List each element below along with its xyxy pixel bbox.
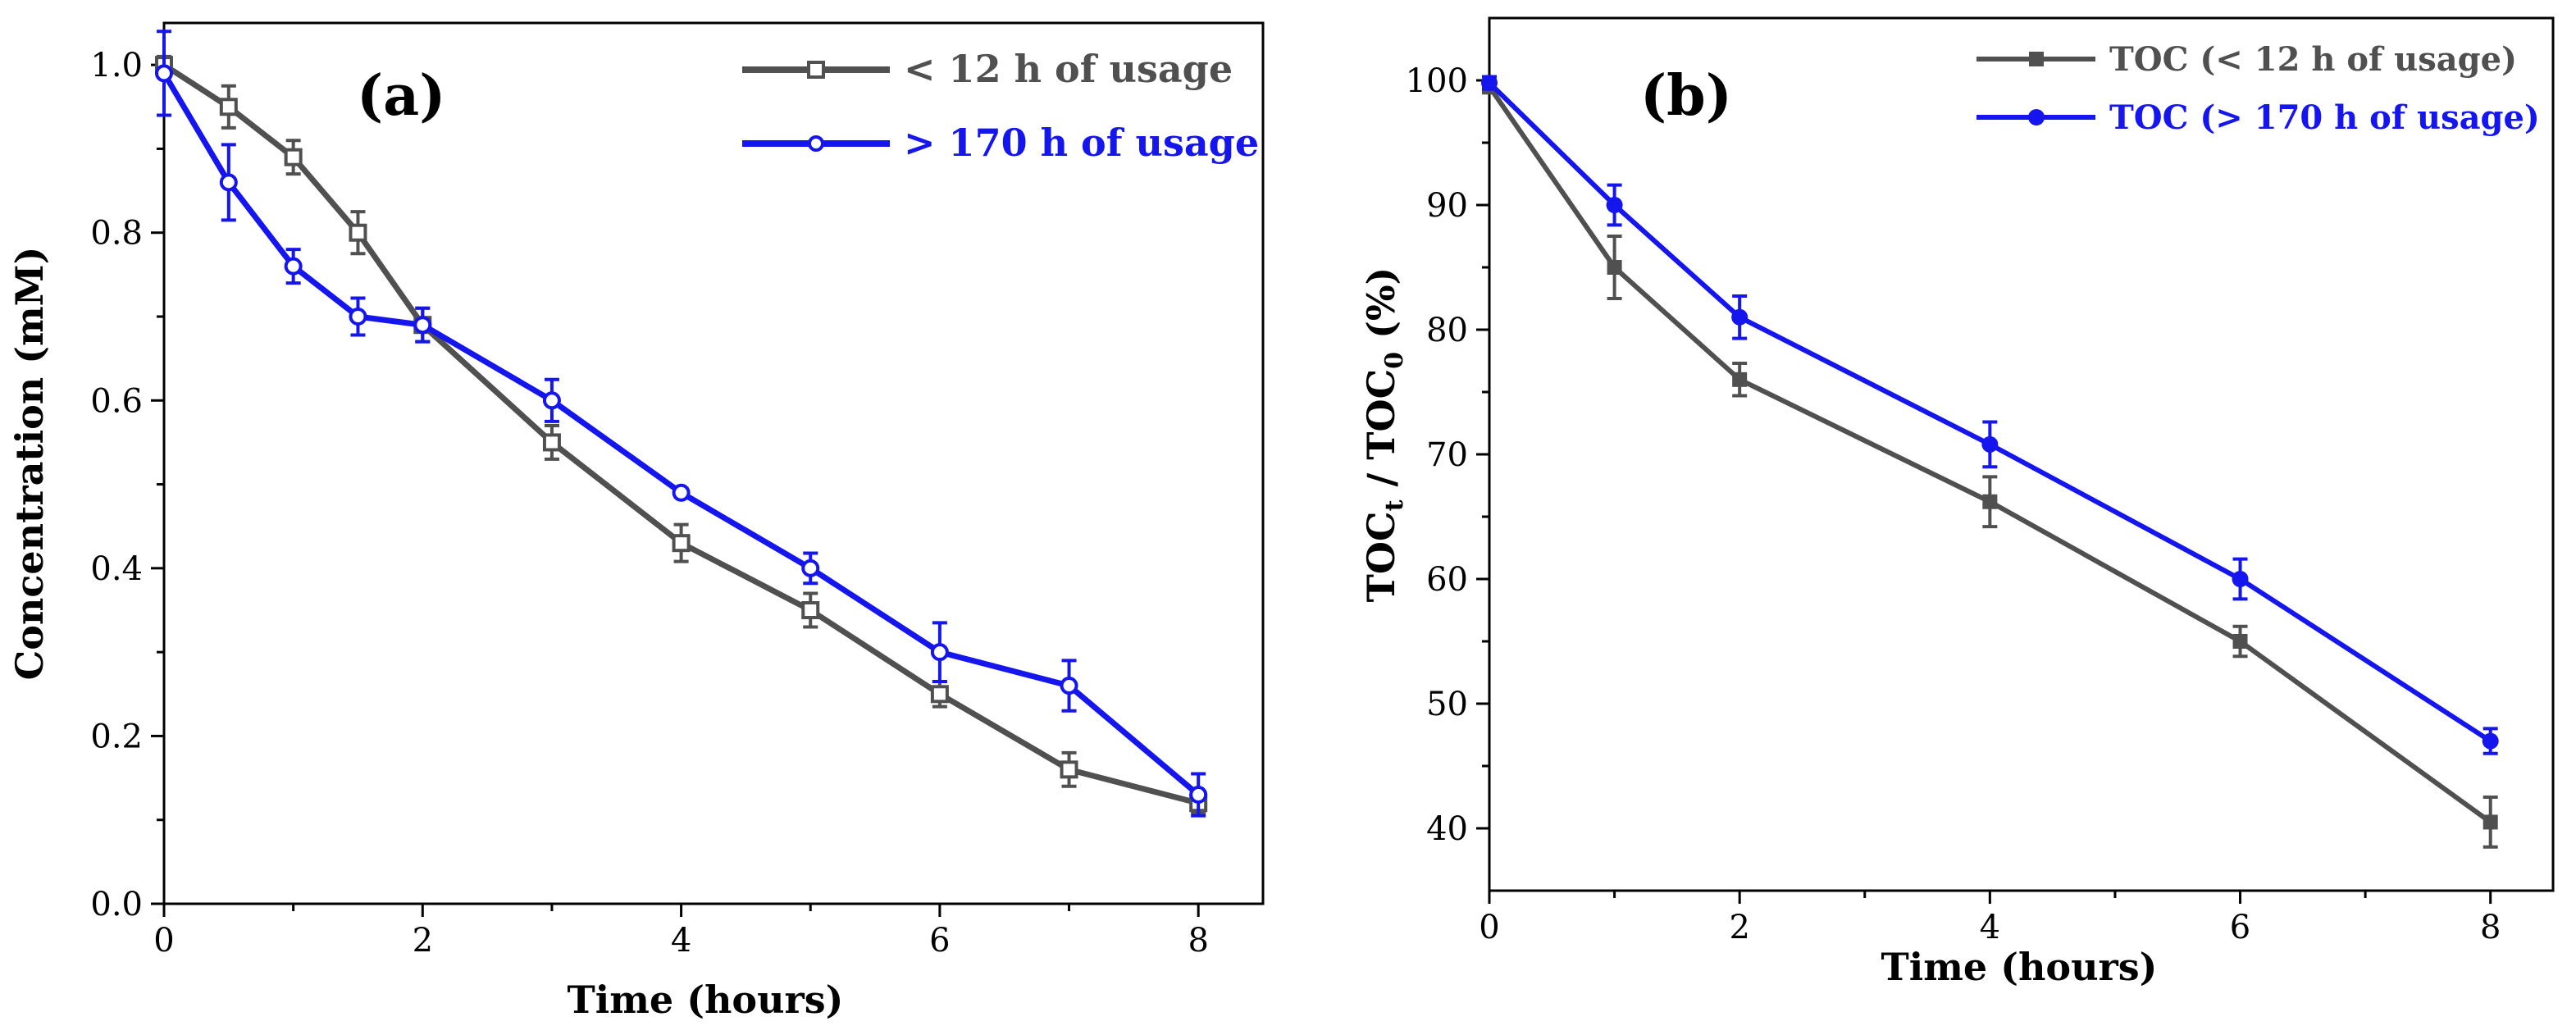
legend-marker-blue-b (2028, 109, 2045, 125)
legend-b: TOC (< 12 h of usage) TOC (> 170 h of us… (1976, 40, 2540, 137)
data-point-gray-b (1732, 372, 1748, 387)
x-axis-label-a: Time (hours) (568, 978, 844, 1022)
y-tick-label-b: 70 (1426, 436, 1468, 474)
data-point-gray-a (801, 601, 820, 619)
legend-label-gray-b: TOC (< 12 h of usage) (2109, 40, 2517, 79)
panel-label-a: (a) (357, 63, 445, 129)
data-point-gray-a (672, 534, 691, 553)
y-tick-label-b: 40 (1426, 810, 1468, 848)
y-tick-label-b: 80 (1426, 312, 1468, 349)
data-point-blue-a (413, 316, 432, 335)
y-axis-label-b: TOCt / TOC0 (%) (1359, 267, 1409, 603)
data-point-gray-a (930, 685, 949, 704)
y-tick-label-a: 0.2 (90, 718, 143, 755)
y-tick-label-a: 0.8 (90, 215, 143, 253)
data-point-blue-b (1731, 308, 1748, 326)
data-point-gray-b (2232, 634, 2248, 649)
data-point-blue-a (219, 173, 238, 192)
data-point-blue-b (1606, 197, 1623, 213)
series-group-b (1481, 75, 2499, 849)
y-tick-label-b: 100 (1406, 62, 1468, 100)
legend-marker-gray-b (2029, 52, 2044, 66)
y-axis-label-a: Concentration (mM) (7, 247, 52, 681)
data-point-gray-b (1607, 260, 1622, 275)
data-point-blue-b (1481, 75, 1498, 92)
data-point-blue-a (349, 308, 367, 326)
y-axis-label-b-sub2: 0 (1380, 352, 1409, 369)
y-axis-label-b-mid: / TOC (1359, 369, 1403, 500)
x-tick-label-b: 8 (2480, 909, 2501, 946)
y-tick-label-a: 1.0 (90, 47, 143, 84)
legend-label-blue-b: TOC (> 170 h of usage) (2109, 98, 2540, 137)
x-tick-label-b: 2 (1729, 909, 1749, 946)
y-tick-label-a: 0.6 (90, 382, 143, 420)
data-point-blue-a (672, 483, 691, 502)
data-point-blue-b (2232, 571, 2249, 587)
data-point-blue-a (801, 559, 820, 577)
y-tick-label-a: 0.4 (90, 550, 143, 588)
y-tick-label-b: 90 (1426, 187, 1468, 225)
x-tick-label-a: 8 (1188, 922, 1208, 960)
x-tick-label-a: 6 (929, 922, 950, 960)
series-group-a (155, 30, 1208, 818)
data-point-gray-a (349, 223, 367, 242)
series-line-blue-a (161, 71, 1201, 797)
chart-panel-a: 0 2 4 6 8 0.0 0.2 0.4 0.6 0.8 1.0 (a) Time (hours)… (7, 21, 1265, 1022)
data-point-blue-a (542, 391, 561, 410)
y-axis-label-b-main: TOC (1359, 511, 1403, 602)
legend-marker-blue-a (808, 135, 824, 152)
plot-frame-b (1488, 16, 2555, 892)
data-point-gray-a (542, 433, 561, 452)
data-point-blue-a (1060, 677, 1078, 695)
data-point-blue-a (1189, 786, 1208, 805)
y-tick-label-b: 50 (1426, 686, 1468, 723)
plot-frame-a (162, 21, 1265, 905)
y-axis-label-b-sub1: t (1380, 499, 1409, 511)
data-point-blue-b (2482, 732, 2499, 750)
axis-ticks-b: 0 2 4 6 8 40 50 60 70 80 90 100 (1406, 62, 2501, 946)
data-point-gray-a (1060, 760, 1078, 779)
data-point-gray-b (1982, 494, 1998, 509)
x-axis-label-b: Time (hours) (1881, 945, 2158, 989)
data-point-gray-a (284, 148, 303, 166)
axis-ticks-a: 0 2 4 6 8 0.0 0.2 0.4 0.6 0.8 1.0 (90, 47, 1209, 960)
chart-panel-b: 0 2 4 6 8 40 50 60 70 80 90 100 (b) Time (hours) TO… (1359, 16, 2555, 989)
series-line-gray-a (162, 62, 1200, 806)
data-point-blue-a (284, 257, 303, 276)
x-tick-label-b: 0 (1479, 909, 1499, 946)
legend-label-gray-a: < 12 h of usage (904, 47, 1233, 91)
y-tick-label-b: 60 (1426, 561, 1468, 599)
x-tick-label-a: 2 (413, 922, 433, 960)
series-line-blue-b (1487, 80, 2492, 744)
x-tick-label-b: 4 (1980, 909, 2000, 946)
legend-label-blue-a: > 170 h of usage (904, 121, 1259, 165)
x-tick-label-a: 0 (153, 922, 174, 960)
legend-marker-gray-a (807, 61, 825, 79)
data-point-blue-a (930, 643, 949, 662)
legend-a: < 12 h of usage > 170 h of usage (742, 47, 1259, 165)
y-tick-label-a: 0.0 (90, 886, 143, 923)
series-line-gray-b (1487, 84, 2492, 824)
y-axis-label-b-tail: (%) (1359, 267, 1403, 352)
data-point-gray-a (219, 98, 238, 116)
x-tick-label-b: 6 (2230, 909, 2250, 946)
x-tick-label-a: 4 (671, 922, 691, 960)
panel-label-b: (b) (1640, 63, 1732, 129)
data-point-gray-b (2483, 814, 2498, 830)
data-point-blue-a (155, 64, 173, 83)
data-point-blue-b (1981, 435, 1999, 453)
